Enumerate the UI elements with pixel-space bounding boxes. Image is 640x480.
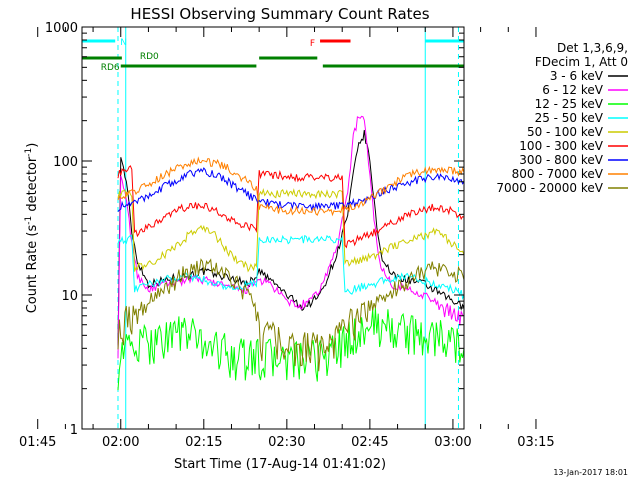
series-line-300-800-kev — [117, 167, 465, 212]
legend-label-6-12-kev: 6 - 12 keV — [542, 83, 604, 97]
series-line-50-100-kev — [117, 188, 465, 273]
state-label-rd0: RD0 — [140, 52, 159, 62]
y-tick-label-10: 10 — [61, 289, 78, 304]
x-tick-label-01-45: 01:45 — [19, 435, 56, 450]
legend-label-3-6-kev: 3 - 6 keV — [550, 69, 604, 83]
chart-title: HESSI Observing Summary Count Rates — [130, 5, 429, 23]
legend-label-800-7000-kev: 800 - 7000 keV — [512, 167, 604, 181]
y-axis-label-superscript-2: -1 — [24, 148, 34, 157]
series-line-800-7000-kev — [117, 156, 465, 217]
x-tick-label-02-45: 02:45 — [351, 435, 388, 450]
y-axis-label: Count Rate (s-1 detector-1) — [24, 143, 40, 314]
y-tick-label-100: 100 — [53, 155, 78, 170]
legend-label-7000-20000-kev: 7000 - 20000 keV — [496, 181, 603, 195]
y-tick-label-1000: 1000 — [45, 21, 78, 36]
y-axis-label-middle: detector — [25, 156, 40, 216]
y-axis-label-superscript-1: -1 — [24, 216, 34, 225]
series-line-12-25-kev — [117, 307, 465, 391]
series-line-25-50-kev — [117, 234, 465, 301]
legend-label-50-100-kev: 50 - 100 keV — [527, 125, 604, 139]
x-tick-label-03-15: 03:15 — [517, 435, 554, 450]
y-axis-label-main: Count Rate (s — [25, 225, 40, 314]
y-axis-label-end: ) — [25, 143, 40, 148]
legend-label-25-50-kev: 25 - 50 keV — [535, 111, 604, 125]
legend-header-1: FDecim 1, Att 0 — [535, 55, 628, 69]
x-tick-label-02-00: 02:00 — [102, 435, 139, 450]
date-stamp: 13-Jan-2017 18:01 — [553, 468, 628, 477]
plot-area-frame — [81, 26, 465, 430]
legend-label-300-800-kev: 300 - 800 keV — [519, 153, 603, 167]
y-axis: 1 10 100 1000 — [45, 21, 464, 438]
x-tick-label-02-30: 02:30 — [268, 435, 305, 450]
x-axis: 01:45 02:00 02:15 02:30 02:45 03:00 03:15 — [19, 27, 555, 450]
legend-label-12-25-kev: 12 - 25 keV — [535, 97, 604, 111]
series-line-7000-20000-kev — [117, 258, 465, 372]
y-tick-label-1: 1 — [70, 423, 78, 438]
state-label-n: N — [120, 38, 127, 48]
x-axis-label: Start Time (17-Aug-14 01:41:02) — [174, 457, 386, 472]
series-line-100-300-kev — [117, 165, 465, 249]
state-label-rd6: RD6 — [101, 63, 120, 73]
plot-data-layer: N F RD0 RD6 — [81, 27, 465, 429]
legend-header-0: Det 1,3,6,9, — [557, 41, 628, 55]
legend-label-100-300-kev: 100 - 300 keV — [519, 139, 603, 153]
x-tick-label-02-15: 02:15 — [185, 435, 222, 450]
state-label-f: F — [310, 39, 315, 49]
x-tick-label-03-00: 03:00 — [434, 435, 471, 450]
